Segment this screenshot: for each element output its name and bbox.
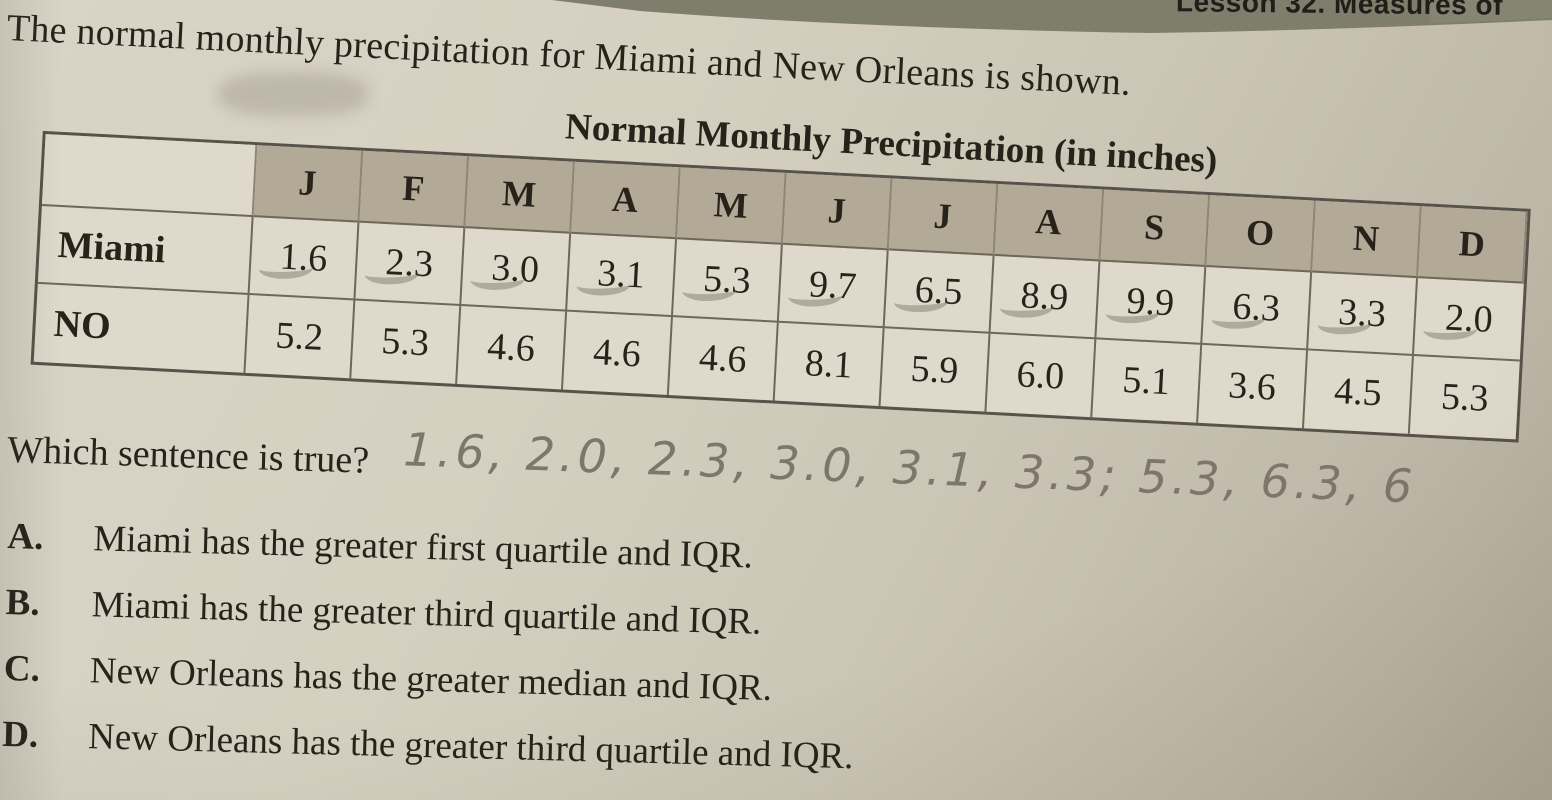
value-no-4: 4.6 xyxy=(668,317,779,401)
option-c: C. New Orleans has the greater median and… xyxy=(3,647,855,712)
value-miami-11: 2.0 xyxy=(1413,278,1524,362)
pencil-mark xyxy=(576,273,631,297)
answer-options: A. Miami has the greater first quartile a… xyxy=(1,515,859,800)
handwritten-sorted-values: 1.6, 2.0, 2.3, 3.0, 3.1, 3.3; 5.3, 6.3, … xyxy=(402,422,1418,514)
value-miami-9: 6.3 xyxy=(1202,266,1313,351)
month-header-6: J xyxy=(888,178,999,256)
month-header-10: N xyxy=(1312,200,1422,279)
option-a: A. Miami has the greater first quartile a… xyxy=(7,515,859,580)
value-no-2: 4.6 xyxy=(457,306,568,390)
option-text: New Orleans has the greater third quarti… xyxy=(87,716,854,778)
month-header-3: A xyxy=(571,161,681,240)
value-miami-8: 9.9 xyxy=(1096,261,1207,345)
month-header-11: D xyxy=(1417,206,1528,284)
value-miami-2: 3.0 xyxy=(461,228,572,312)
value-no-9: 3.6 xyxy=(1198,344,1309,429)
month-header-9: O xyxy=(1206,195,1316,273)
row-label-no: NO xyxy=(33,283,250,373)
table-corner-cell xyxy=(41,134,258,218)
option-b: B. Miami has the greater third quartile a… xyxy=(5,581,857,646)
pencil-mark xyxy=(470,267,526,291)
value-no-1: 5.3 xyxy=(351,300,462,384)
option-letter: B. xyxy=(5,581,41,624)
option-text: Miami has the greater first quartile and… xyxy=(92,518,754,577)
value-miami-3: 3.1 xyxy=(567,233,678,318)
value-miami-7: 8.9 xyxy=(990,255,1101,340)
month-header-7: A xyxy=(994,183,1105,262)
question-row: Which sentence is true? 1.6, 2.0, 2.3, 3… xyxy=(6,422,1417,514)
option-d: D. New Orleans has the greater third quar… xyxy=(2,713,854,778)
row-label-miami: Miami xyxy=(37,205,254,295)
pencil-mark xyxy=(1211,306,1266,330)
value-no-10: 4.5 xyxy=(1303,350,1414,434)
value-no-11: 5.3 xyxy=(1439,375,1490,420)
pencil-mark xyxy=(1105,301,1161,325)
value-no-7: 6.0 xyxy=(986,333,1097,418)
pencil-mark xyxy=(1317,312,1372,336)
pencil-mark xyxy=(999,295,1055,319)
option-text: New Orleans has the greater median and I… xyxy=(89,650,773,710)
pencil-mark xyxy=(682,279,737,302)
option-letter: A. xyxy=(6,515,44,558)
month-header-2: M xyxy=(465,156,575,234)
value-no-8: 5.1 xyxy=(1092,339,1203,423)
option-letter: C. xyxy=(3,647,41,690)
value-miami-6: 6.5 xyxy=(884,250,995,334)
month-header-5: J xyxy=(782,172,893,251)
month-header-8: S xyxy=(1100,189,1211,267)
pencil-mark xyxy=(258,256,314,280)
value-miami-4: 5.3 xyxy=(672,239,783,323)
value-miami-5: 9.7 xyxy=(778,244,889,329)
value-no-0: 5.2 xyxy=(245,294,356,379)
value-no-6: 5.9 xyxy=(880,328,991,412)
month-header-1: F xyxy=(359,150,470,229)
question-text: Which sentence is true? xyxy=(6,428,370,482)
option-letter: D. xyxy=(1,713,39,756)
value-miami-10: 3.3 xyxy=(1308,272,1418,356)
value-no-5: 8.1 xyxy=(774,322,885,407)
pencil-mark xyxy=(893,290,949,314)
option-text: Miami has the greater third quartile and… xyxy=(91,584,762,643)
value-miami-0: 1.6 xyxy=(249,217,360,301)
month-header-4: M xyxy=(677,167,787,245)
precip-table-block: Normal Monthly Precipitation (in inches)… xyxy=(30,70,1534,443)
value-no-3: 4.6 xyxy=(562,311,673,396)
pencil-mark xyxy=(364,262,420,286)
pencil-mark xyxy=(1423,317,1478,341)
pencil-mark xyxy=(787,284,843,308)
ink-bleed-smudge xyxy=(218,72,368,116)
month-header-0: J xyxy=(253,145,364,223)
value-miami-1: 2.3 xyxy=(355,222,466,307)
lesson-header-label: Lesson 32. Measures of xyxy=(1175,0,1504,21)
